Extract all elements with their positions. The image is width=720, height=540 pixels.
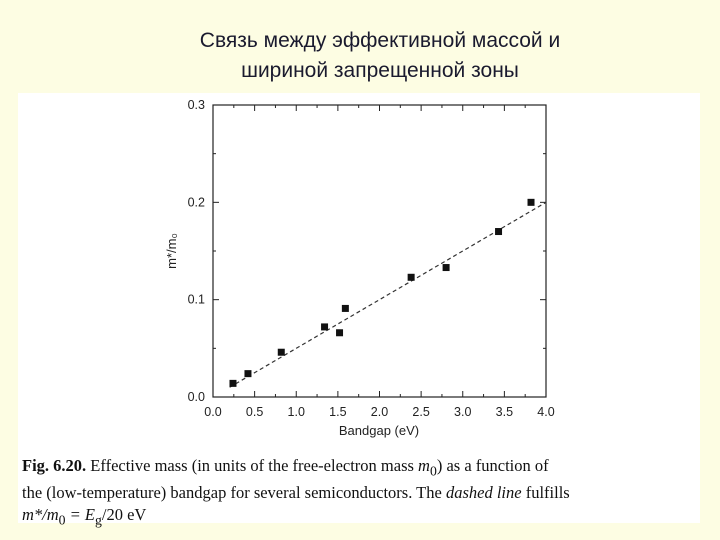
x-tick-label: 3.0 — [454, 405, 471, 419]
caption-formula-mid: = E — [65, 505, 96, 525]
caption-text-1-end: ) as a function of — [436, 456, 549, 475]
y-tick-label: 0.1 — [188, 293, 205, 307]
data-points — [229, 198, 535, 387]
caption-formula-lhs: m*/m — [22, 505, 59, 525]
caption-fig-label: Fig. 6.20. — [22, 456, 87, 475]
x-axis-label: Bandgap (eV) — [339, 423, 419, 438]
slide-title: Связь между эффективной массой и шириной… — [0, 26, 720, 86]
x-tick-label: 1.0 — [288, 405, 305, 419]
slide-title-line-2: шириной запрещенной зоны — [241, 59, 519, 82]
data-point — [407, 273, 415, 281]
data-point — [321, 323, 329, 331]
data-point — [277, 348, 285, 356]
caption-text-2-end: fulfills — [521, 483, 570, 503]
dashed-fit-line — [229, 201, 547, 388]
caption-italic-dashed-line: dashed line — [445, 483, 522, 503]
scatter-chart: 0.0 0.5 1.0 1.5 2.0 2.5 3.0 3.5 4.0 0.0 0.1 0.2 0.3… — [164, 98, 555, 438]
caption-formula-end: /20 eV — [101, 505, 147, 525]
x-tick-label: 2.5 — [412, 405, 429, 419]
caption-line-3: m*/m0 = Eg/20 eV — [22, 504, 698, 531]
plot-frame — [212, 104, 547, 398]
caption-text-2: the (low-temperature) bandgap for severa… — [22, 483, 446, 503]
data-point — [229, 379, 237, 387]
x-tick-labels: 0.0 0.5 1.0 1.5 2.0 2.5 3.0 3.5 4.0 — [204, 405, 554, 419]
x-tick-label: 0.0 — [204, 405, 221, 419]
y-tick-labels: 0.0 0.1 0.2 0.3 — [188, 98, 205, 404]
x-tick-label: 0.5 — [246, 405, 263, 419]
data-point — [336, 329, 344, 337]
caption-line-1: Fig. 6.20. Effective mass (in units of t… — [22, 455, 698, 482]
x-tick-label: 2.0 — [371, 405, 388, 419]
data-point — [341, 304, 349, 312]
axis-ticks — [212, 104, 547, 398]
y-tick-label: 0.2 — [188, 195, 205, 209]
caption-formula-sub: 0 — [58, 512, 66, 528]
plot-frame-group — [212, 104, 547, 398]
y-axis-label: m*/m₀ — [164, 233, 179, 269]
x-tick-label: 4.0 — [537, 405, 554, 419]
data-point — [495, 228, 503, 236]
y-tick-label: 0.0 — [188, 390, 205, 404]
data-point — [244, 370, 252, 378]
caption-var-m: m — [418, 456, 430, 475]
x-tick-label: 1.5 — [329, 405, 346, 419]
caption-formula-sub-g: g — [95, 512, 102, 528]
caption-sub-0: 0 — [429, 463, 437, 479]
caption-line-2: the (low-temperature) bandgap for severa… — [22, 482, 698, 504]
slide-title-line-1: Связь между эффективной массой и — [199, 29, 561, 52]
y-tick-label: 0.3 — [188, 98, 205, 112]
caption-text-1: Effective mass (in units of the free-ele… — [86, 456, 419, 475]
x-tick-label: 3.5 — [496, 405, 513, 419]
data-point — [527, 198, 535, 206]
figure-panel: 0.0 0.5 1.0 1.5 2.0 2.5 3.0 3.5 4.0 0.0 0.1 0.2 0.3… — [18, 93, 700, 528]
data-point — [442, 264, 450, 272]
figure-caption: Fig. 6.20. Effective mass (in units of t… — [22, 455, 698, 532]
